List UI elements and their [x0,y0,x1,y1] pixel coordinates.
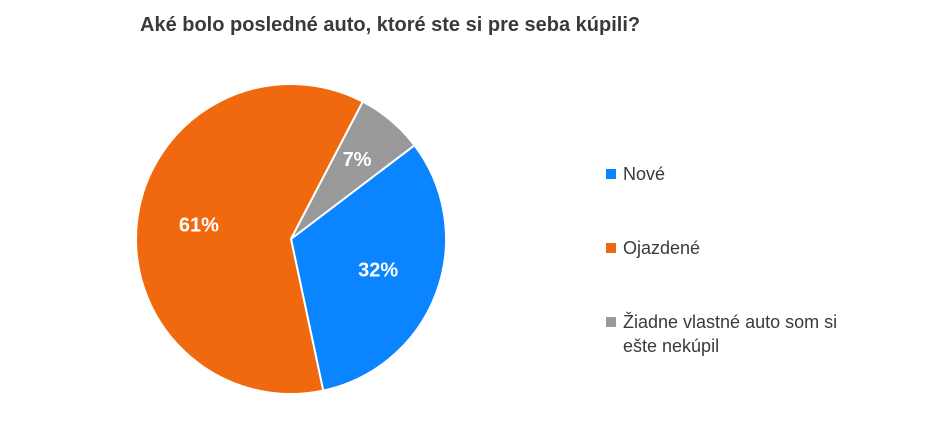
pie-slice [135,83,365,395]
chart-title: Aké bolo posledné auto, ktoré ste si pre… [140,14,641,36]
data-label: 7% [343,149,372,171]
legend-swatch [606,243,616,253]
legend-label: Ojazdené [623,238,701,258]
legend-label: Nové [623,164,666,184]
data-label: 61% [179,215,219,237]
legend-swatch [606,317,616,327]
legend-item: Ojazdené [606,236,866,260]
pie-slice [289,143,447,392]
data-label: 32% [358,260,398,282]
legend-item: Nové [606,162,866,186]
legend-item: Žiadne vlastné auto som si ešte nekúpil [606,310,866,358]
pie-slice [290,100,416,240]
legend-label: Žiadne vlastné auto som si ešte nekúpil [623,312,838,356]
legend-swatch [606,169,616,179]
pie-area: 32% 61% 7% [135,83,447,395]
